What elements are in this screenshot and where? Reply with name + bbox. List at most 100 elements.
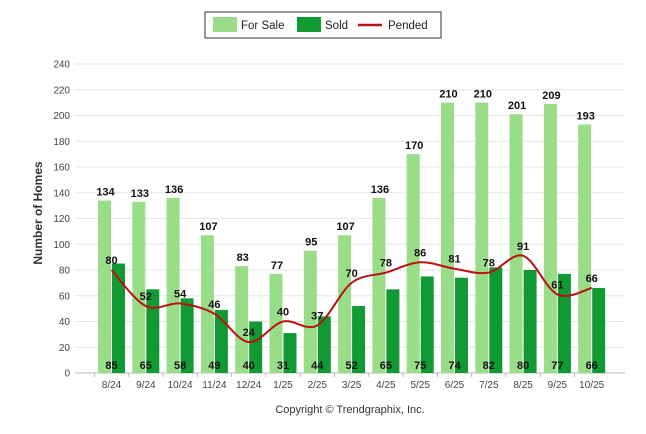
bar-for-sale: [132, 201, 146, 373]
x-tick-label: 12/24: [236, 380, 261, 391]
label-for-sale: 95: [305, 237, 317, 249]
label-pended: 54: [174, 288, 187, 300]
pended-line-path: [110, 254, 592, 344]
x-tick-label: 2/25: [308, 380, 328, 391]
bar-for-sale: [235, 266, 249, 373]
bar-sold: [386, 289, 400, 373]
label-for-sale: 107: [199, 221, 217, 233]
bar-sold: [352, 306, 366, 373]
label-pended: 78: [483, 258, 495, 270]
y-tick-label: 20: [59, 343, 71, 354]
y-tick-label: 40: [59, 317, 71, 328]
data-labels: 134 85 133 65 136 58 107 49 83 40 77 31 95 44 107 52 136…: [96, 89, 598, 372]
legend-box: [204, 11, 442, 39]
label-sold: 58: [174, 360, 186, 372]
label-pended: 86: [414, 247, 426, 259]
label-for-sale: 136: [165, 184, 183, 196]
bar-for-sale: [166, 197, 180, 373]
label-for-sale: 133: [131, 188, 149, 200]
label-sold: 80: [517, 360, 529, 372]
y-axis-label: Number of Homes: [31, 161, 45, 265]
label-sold: 74: [448, 360, 461, 372]
x-tick-label: 3/25: [342, 380, 362, 391]
label-pended: 80: [105, 255, 117, 267]
label-pended: 24: [243, 327, 256, 339]
legend-swatch-for-sale: [213, 17, 237, 32]
copyright-text: Copyright © Trendgraphix, Inc.: [275, 404, 424, 416]
label-sold: 77: [551, 360, 563, 372]
bar-for-sale: [441, 102, 454, 373]
bar-sold: [317, 316, 331, 373]
label-pended: 81: [448, 254, 460, 266]
x-tick-label: 10/24: [168, 380, 193, 391]
y-tick-label: 140: [53, 188, 70, 199]
label-for-sale: 193: [577, 111, 595, 123]
x-tick-label: 10/25: [579, 380, 604, 391]
label-for-sale: 83: [237, 252, 249, 264]
legend: For Sale Sold Pended: [204, 11, 442, 39]
y-tick-label: 240: [53, 60, 70, 71]
label-pended: 61: [551, 279, 563, 291]
bar-for-sale: [543, 103, 557, 373]
label-for-sale: 77: [271, 260, 283, 272]
y-axis-ticks: 0 20 40 60 80 100 120 140 160 180 200 220 240: [53, 60, 70, 380]
bar-for-sale: [578, 124, 592, 373]
label-for-sale: 107: [336, 221, 354, 233]
label-sold: 31: [277, 360, 289, 372]
bar-sold: [489, 267, 503, 373]
label-sold: 75: [414, 360, 426, 372]
bar-sold: [146, 289, 160, 373]
label-for-sale: 210: [439, 89, 457, 101]
label-sold: 52: [345, 360, 357, 372]
x-tick-label: 9/24: [136, 380, 156, 391]
bars: [98, 102, 606, 374]
bar-for-sale: [338, 235, 352, 373]
label-sold: 85: [105, 360, 117, 372]
label-sold: 65: [140, 360, 152, 372]
label-pended: 91: [517, 241, 529, 253]
bar-sold: [283, 333, 297, 373]
bar-for-sale: [509, 114, 523, 374]
label-pended: 46: [208, 299, 220, 311]
x-axis-ticks: 8/24 9/24 10/24 11/24 12/24 1/25 2/25 3/25 4/25 5…: [93, 373, 605, 391]
label-for-sale: 136: [371, 184, 389, 196]
pended-line: [110, 254, 592, 344]
x-tick-label: 1/25: [273, 380, 293, 391]
x-tick-label: 8/24: [102, 380, 122, 391]
label-pended: 52: [140, 291, 152, 303]
y-tick-label: 80: [59, 266, 71, 277]
y-tick-label: 220: [53, 85, 70, 96]
bar-sold: [420, 276, 434, 373]
x-tick-label: 7/25: [479, 380, 499, 391]
bar-sold: [112, 263, 125, 373]
label-sold: 40: [243, 360, 255, 372]
y-tick-label: 0: [64, 369, 70, 380]
y-tick-label: 120: [53, 214, 70, 225]
label-sold: 65: [380, 360, 392, 372]
label-for-sale: 209: [542, 90, 560, 102]
bar-for-sale: [200, 235, 214, 373]
label-pended: 78: [380, 258, 392, 270]
label-pended: 37: [311, 310, 323, 322]
label-for-sale: 134: [96, 186, 115, 198]
bar-for-sale: [372, 197, 386, 373]
x-tick-label: 6/25: [445, 380, 465, 391]
bar-sold: [592, 288, 606, 373]
legend-label-pended: Pended: [388, 20, 428, 32]
y-tick-label: 160: [53, 163, 70, 174]
label-for-sale: 201: [508, 100, 526, 112]
bar-for-sale: [98, 200, 111, 373]
x-tick-label: 9/25: [548, 380, 568, 391]
y-tick-label: 60: [59, 291, 71, 302]
label-pended: 40: [277, 307, 289, 319]
label-for-sale: 210: [474, 89, 492, 101]
legend-label-for-sale: For Sale: [241, 20, 284, 32]
legend-label-sold: Sold: [325, 20, 348, 32]
legend-swatch-sold: [297, 17, 321, 32]
label-pended: 70: [345, 268, 357, 280]
x-tick-label: 5/25: [410, 380, 430, 391]
bar-for-sale: [475, 102, 489, 373]
x-tick-label: 8/25: [513, 380, 533, 391]
bar-sold: [557, 273, 571, 373]
